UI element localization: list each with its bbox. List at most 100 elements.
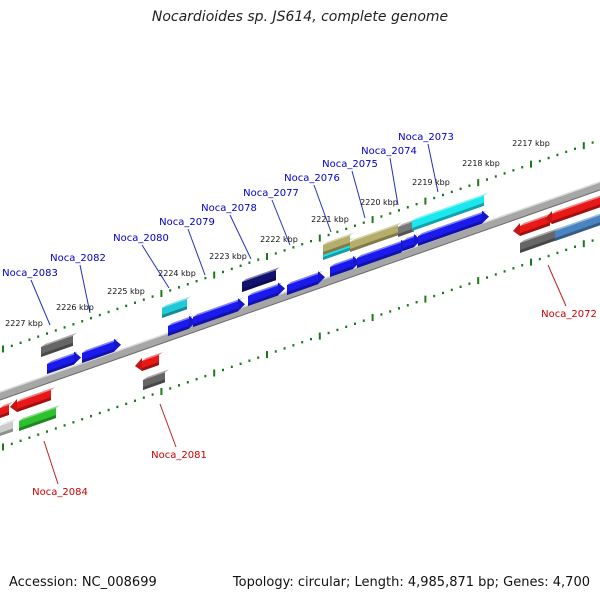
kbp-label: 2219 kbp xyxy=(412,178,450,187)
gene-block-noca-2078-shade xyxy=(248,292,278,306)
gene-block-noca-2081-shade xyxy=(142,362,159,371)
leader-line xyxy=(43,440,59,485)
gene-block-noca-2077-arrow xyxy=(318,271,325,285)
gene-block-noca-2072c xyxy=(520,227,560,253)
leader-line xyxy=(141,244,170,289)
gene-block-noca-2083-top xyxy=(47,351,78,364)
leader-line xyxy=(187,228,206,276)
gene-block-noca-2076-arrow xyxy=(353,255,360,269)
gene-block-noca-2084-shade xyxy=(17,397,51,412)
gene-block-noca-2082 xyxy=(82,338,121,363)
gene-block-noca-2072b-shade xyxy=(552,204,600,224)
gene-block-noca-2078 xyxy=(248,282,285,306)
accession-text: Accession: NC_008699 xyxy=(9,575,157,590)
reverse-tick-track xyxy=(2,239,594,451)
gene-label: Noca_2081 xyxy=(151,450,207,461)
kbp-label: 2222 kbp xyxy=(260,235,298,244)
gene-label: Noca_2083 xyxy=(2,268,58,279)
gene-label: Noca_2077 xyxy=(243,188,299,199)
kbp-labels: 2217 kbp 2218 kbp 2219 kbp 2220 kbp 2221 kbp… xyxy=(5,139,550,328)
gene-block-noca-2074b xyxy=(403,234,421,251)
leader-line xyxy=(351,170,366,219)
gene-block-noca-2080b xyxy=(162,296,191,318)
gene-block-noca-2072-top xyxy=(520,212,554,226)
gene-block-noca-2075-shade xyxy=(357,249,401,268)
gene-block-noca-2074-shade xyxy=(398,228,414,237)
gene-block-noca-2072c-top xyxy=(520,227,560,243)
gene-block-noca-2084-arrow xyxy=(10,399,17,412)
gene-block-noca-2085b-top xyxy=(0,418,17,426)
leader-line xyxy=(547,264,567,307)
gene-block-noca-2084b-top xyxy=(19,405,60,421)
gene-block-noca-2072d xyxy=(555,213,600,241)
leader-line xyxy=(229,214,252,260)
kbp-label: 2218 kbp xyxy=(462,159,500,168)
gene-block-noca-2076c-top xyxy=(323,232,354,245)
kbp-label: 2226 kbp xyxy=(56,303,94,312)
gene-block-noca-2073-top xyxy=(412,192,488,221)
gene-block-noca-2077-shade xyxy=(287,281,318,295)
gene-block-noca-2084 xyxy=(10,387,55,412)
gene-block-noca-2080b-top xyxy=(162,296,191,308)
gene-block-noca-2076-top xyxy=(330,255,357,267)
gene-block-noca-2080-shade xyxy=(168,325,189,336)
gene-block-noca-2072c-shade xyxy=(520,237,556,253)
gene-block-noca-2078-top xyxy=(248,282,282,296)
gene-block-noca-2074b-shade xyxy=(403,244,414,251)
gene-block-noca-2073b-top xyxy=(418,210,486,236)
gene-block-noca-2076c xyxy=(323,232,354,255)
kbp-label: 2220 kbp xyxy=(360,198,398,207)
gene-block-noca-2084b-shade xyxy=(19,415,56,431)
gene-block-noca-2082-arrow xyxy=(114,338,121,352)
gene-labels: Noca_2073 Noca_2074 Noca_2075 Noca_2076 Noca… xyxy=(2,132,597,498)
gene-block-noca-2073-shade xyxy=(412,202,484,231)
gene-block-noca-2079 xyxy=(193,298,245,327)
gene-block-noca-2073b-shade xyxy=(418,220,482,246)
forward-tick-track xyxy=(2,141,594,353)
gene-block-noca-2072d-top xyxy=(555,213,600,231)
gene-block-noca-2085b xyxy=(0,418,17,436)
gene-block-noca-2072-shade xyxy=(520,222,550,236)
gene-label: Noca_2072 xyxy=(541,309,597,320)
kbp-label: 2225 kbp xyxy=(107,287,145,296)
gene-block-noca-2072b-top xyxy=(552,195,600,214)
gene-label: Noca_2079 xyxy=(159,217,215,228)
gene-label: Noca_2084 xyxy=(32,487,88,498)
gene-block-noca-2073 xyxy=(412,192,488,231)
gene-block-noca-2081-top xyxy=(142,352,163,361)
gene-block-noca-2077 xyxy=(287,271,325,295)
gene-block-noca-2083b xyxy=(41,332,77,357)
gene-block-noca-2072b xyxy=(545,195,600,224)
kbp-label: 2224 kbp xyxy=(158,269,196,278)
gene-block-noca-2075b-shade xyxy=(350,232,398,252)
leader-line xyxy=(30,279,51,326)
gene-block-noca-2078-arrow xyxy=(278,282,285,296)
gene-block-noca-2081-arrow xyxy=(135,358,142,371)
gene-block-noca-2085-top xyxy=(0,401,13,408)
gene-label: Noca_2082 xyxy=(50,253,106,264)
gene-block-noca-2078b xyxy=(242,267,280,292)
gene-block-noca-2076b-shade xyxy=(323,247,350,260)
kbp-label: 2221 kbp xyxy=(311,215,349,224)
leader-line xyxy=(159,403,177,448)
leader-line xyxy=(79,264,91,314)
gene-block-noca-2073b xyxy=(418,210,489,246)
gene-block-noca-2080-top xyxy=(168,315,193,326)
gene-block-noca-2078b-top xyxy=(242,267,280,282)
gene-block-noca-2075b-top xyxy=(350,222,402,242)
gene-block-noca-2083-shade xyxy=(47,361,74,374)
map-title: Nocardioides sp. JS614, complete genome xyxy=(151,9,449,25)
gene-block-noca-2077-top xyxy=(287,271,322,285)
gene-block-noca-2072-arrow xyxy=(513,223,520,236)
gene-features xyxy=(0,192,600,436)
gene-block-noca-2082-top xyxy=(82,338,118,353)
gene-block-noca-2081b-top xyxy=(143,369,169,380)
gene-label: Noca_2075 xyxy=(322,159,378,170)
gene-label: Noca_2074 xyxy=(361,146,417,157)
gene-block-noca-2074b-arrow xyxy=(414,234,421,248)
leader-line xyxy=(389,157,399,206)
gene-block-noca-2082-shade xyxy=(82,348,114,363)
gene-block-noca-2075 xyxy=(357,239,408,268)
gene-block-noca-2075b xyxy=(350,222,402,252)
